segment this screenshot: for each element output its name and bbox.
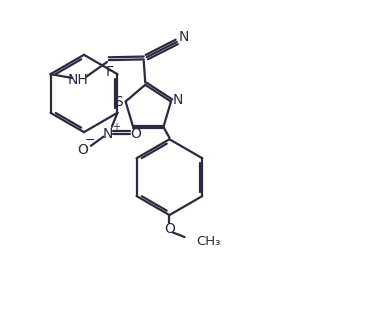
- Text: NH: NH: [68, 73, 88, 87]
- Text: S: S: [114, 95, 123, 108]
- Text: F: F: [105, 65, 113, 79]
- Text: O: O: [164, 222, 175, 236]
- Text: O: O: [130, 127, 141, 141]
- Text: −: −: [85, 134, 96, 147]
- Text: O: O: [77, 142, 88, 157]
- Text: CH₃: CH₃: [196, 235, 220, 248]
- Text: N: N: [172, 93, 183, 107]
- Text: N: N: [103, 127, 113, 141]
- Text: +: +: [113, 122, 120, 132]
- Text: N: N: [179, 30, 189, 44]
